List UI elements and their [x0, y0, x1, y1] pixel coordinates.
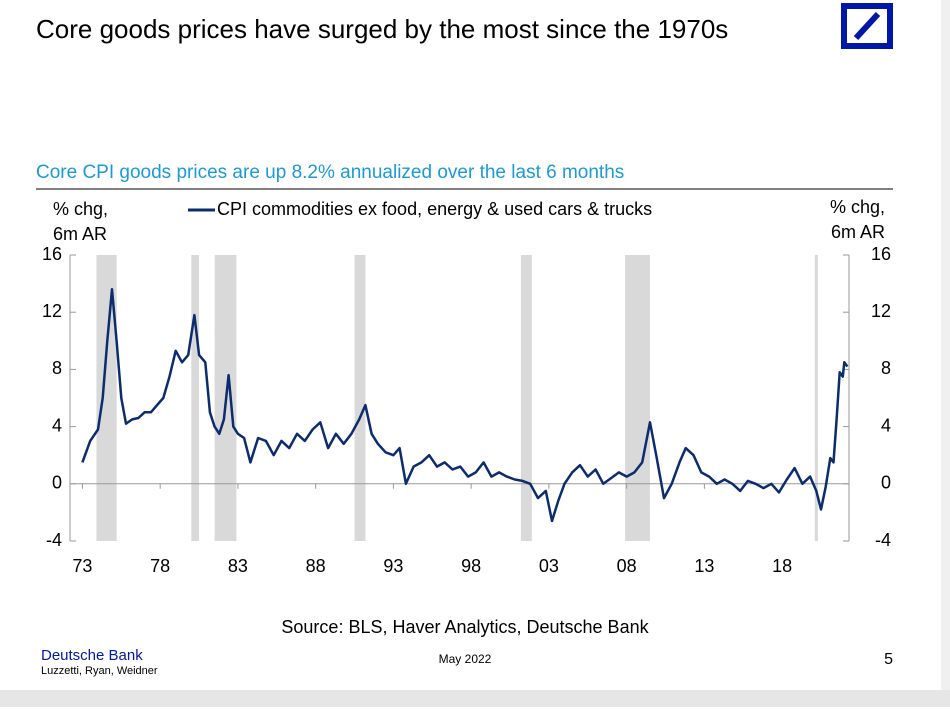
x-tick-label: 93: [383, 556, 403, 576]
y2-tick-label: -4: [875, 530, 891, 550]
x-tick-label: 08: [617, 556, 637, 576]
y2-tick-label: 4: [881, 415, 891, 435]
recession-band: [814, 255, 818, 541]
y-tick-label: 12: [42, 301, 62, 321]
x-tick-label: 88: [306, 556, 326, 576]
recession-band: [625, 255, 650, 541]
recession-band: [96, 255, 117, 541]
page-number: 5: [884, 651, 893, 668]
legend-label: CPI commodities ex food, energy & used c…: [217, 199, 652, 219]
y-tick-label: 4: [52, 415, 62, 435]
x-tick-label: 18: [772, 556, 792, 576]
y-tick-label: 16: [42, 244, 62, 264]
footer-org: Deutsche Bank: [41, 647, 143, 664]
x-tick-label: 98: [461, 556, 481, 576]
y2-tick-label: 0: [881, 473, 891, 493]
slide-title: Core goods prices have surged by the mos…: [36, 14, 728, 44]
footer-date: May 2022: [439, 652, 492, 666]
y2-tick-label: 8: [881, 358, 891, 378]
y-axis-title: 6m AR: [53, 224, 107, 244]
footer-authors: Luzzetti, Ryan, Weidner: [41, 665, 158, 677]
logo: [841, 3, 893, 49]
recession-band: [354, 255, 366, 541]
source: Source: BLS, Haver Analytics, Deutsche B…: [281, 617, 649, 637]
y2-tick-label: 12: [871, 301, 891, 321]
bottom-bar: [0, 690, 950, 707]
recession-band: [191, 255, 200, 541]
y-tick-label: -4: [46, 530, 62, 550]
chart-title: Core CPI goods prices are up 8.2% annual…: [36, 162, 624, 183]
x-tick-label: 78: [150, 556, 170, 576]
x-tick-label: 03: [539, 556, 559, 576]
series-line: [81, 288, 849, 523]
recession-band: [520, 255, 532, 541]
right-edge: [941, 0, 950, 690]
y-tick-label: 0: [52, 473, 62, 493]
y-axis-title: % chg,: [53, 199, 108, 219]
y2-axis-title: 6m AR: [831, 222, 885, 242]
plot: -4 0 4 8 12 16 -4 0 4 8 12 16 73 78 83 88 93 98 03 08 13 18: [42, 244, 891, 576]
x-tick-label: 73: [72, 556, 92, 576]
y2-tick-label: 16: [871, 244, 891, 264]
y2-axis-title: % chg,: [830, 197, 885, 217]
y-tick-label: 8: [52, 358, 62, 378]
x-tick-label: 83: [228, 556, 248, 576]
x-tick-label: 13: [694, 556, 714, 576]
